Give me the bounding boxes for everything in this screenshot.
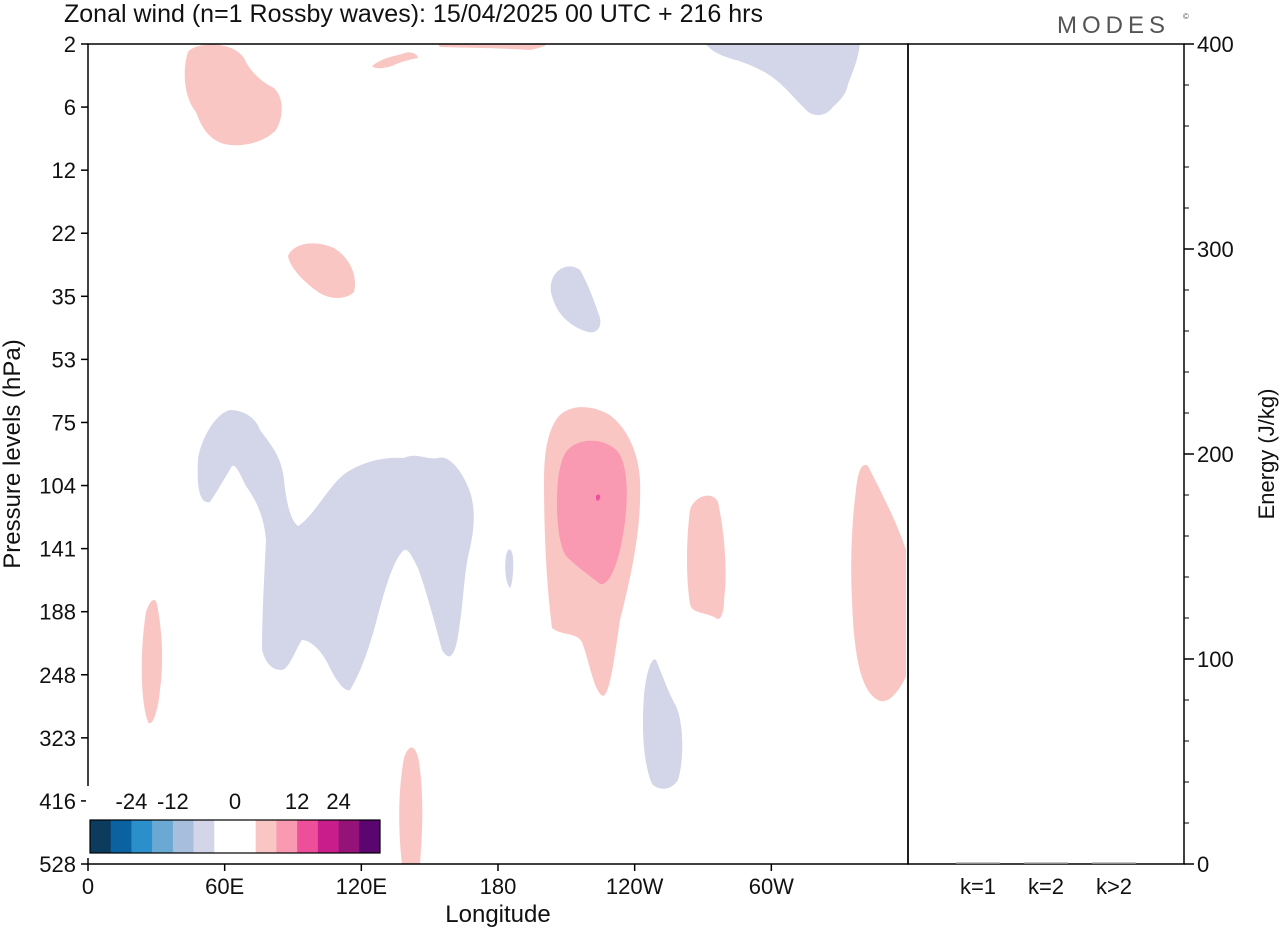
negative-region bbox=[550, 266, 601, 333]
positive-region bbox=[399, 747, 423, 864]
positive-region bbox=[438, 44, 546, 50]
colorbar-label: -12 bbox=[157, 789, 189, 814]
x-tick-label: 120E bbox=[336, 874, 387, 899]
y-axis-label: Pressure levels (hPa) bbox=[0, 339, 26, 568]
colorbar-swatch bbox=[338, 820, 360, 853]
y-tick-label: 53 bbox=[52, 347, 76, 372]
pressure-axis: 2 6 12 22 35 53 75 104 141 188 248 323 416 528 bbox=[39, 32, 88, 877]
positive-region bbox=[184, 44, 282, 146]
y-tick-label: 323 bbox=[39, 726, 76, 751]
y-tick-label: 416 bbox=[39, 789, 76, 814]
negative-region bbox=[197, 410, 474, 691]
colorbar-swatch bbox=[90, 820, 112, 853]
y-tick-label: 22 bbox=[52, 221, 76, 246]
colorbar-swatch bbox=[297, 820, 319, 853]
energy-axis: 0 100 200 300 400 bbox=[1184, 32, 1234, 877]
energy-bar bbox=[1024, 862, 1068, 864]
energy-tick-label: 400 bbox=[1197, 32, 1234, 57]
contour-plot bbox=[87, 43, 909, 865]
colorbar: -24 -12 0 12 24 bbox=[86, 786, 384, 858]
energy-tick-label: 0 bbox=[1197, 852, 1209, 877]
y-tick-label: 12 bbox=[52, 158, 76, 183]
x-tick-label: 60E bbox=[205, 874, 244, 899]
colorbar-swatch bbox=[110, 820, 132, 853]
colorbar-swatch bbox=[172, 820, 194, 853]
colorbar-swatch bbox=[317, 820, 339, 853]
colorbar-swatch bbox=[152, 820, 174, 853]
negative-region bbox=[505, 549, 514, 588]
positive-region bbox=[288, 243, 356, 298]
colorbar-label: 0 bbox=[229, 789, 241, 814]
energy-panel-frame bbox=[907, 43, 1185, 865]
energy-tick-label: 100 bbox=[1197, 647, 1234, 672]
x-tick-label: 60W bbox=[749, 874, 794, 899]
x-tick-label: 180 bbox=[480, 874, 517, 899]
y-tick-label: 188 bbox=[39, 600, 76, 625]
energy-bar bbox=[956, 862, 1000, 864]
y-tick-label: 141 bbox=[39, 537, 76, 562]
negative-region bbox=[642, 659, 683, 789]
energy-tick-label: 300 bbox=[1197, 237, 1234, 262]
x-axis-label: Longitude bbox=[445, 901, 550, 928]
positive-region bbox=[687, 495, 726, 620]
y-tick-label: 104 bbox=[39, 474, 76, 499]
brand-logo-text: MODES bbox=[1057, 12, 1170, 39]
chart-title: Zonal wind (n=1 Rossby waves): 15/04/202… bbox=[64, 0, 763, 28]
colorbar-label: 12 bbox=[285, 789, 309, 814]
colorbar-label: -24 bbox=[116, 789, 148, 814]
y-tick-label: 6 bbox=[64, 95, 76, 120]
energy-axis-label: Energy (J/kg) bbox=[1254, 389, 1279, 520]
colorbar-swatch bbox=[214, 820, 236, 853]
energy-category-label: k=1 bbox=[960, 874, 996, 899]
colorbar-swatch bbox=[193, 820, 215, 853]
energy-bars: k=1 k=2 k>2 bbox=[956, 862, 1136, 899]
colorbar-swatch bbox=[235, 820, 257, 853]
y-tick-label: 248 bbox=[39, 663, 76, 688]
x-tick-label: 120W bbox=[606, 874, 664, 899]
positive-region-strong bbox=[596, 494, 601, 501]
y-tick-label: 528 bbox=[39, 852, 76, 877]
positive-region bbox=[141, 599, 163, 724]
energy-category-label: k=2 bbox=[1028, 874, 1064, 899]
colorbar-frame bbox=[89, 819, 381, 854]
colorbar-swatch bbox=[131, 820, 153, 853]
negative-region bbox=[706, 44, 860, 116]
y-tick-label: 2 bbox=[64, 32, 76, 57]
colorbar-swatch bbox=[255, 820, 277, 853]
y-tick-label: 75 bbox=[52, 410, 76, 435]
energy-tick-label: 200 bbox=[1197, 442, 1234, 467]
longitude-axis: 0 60E 120E 180 120W 60W bbox=[82, 864, 794, 899]
positive-region-medium bbox=[556, 440, 627, 585]
x-tick-label: 0 bbox=[82, 874, 94, 899]
colorbar-swatch bbox=[276, 820, 298, 853]
energy-bar bbox=[1092, 862, 1136, 864]
positive-region bbox=[851, 465, 906, 702]
colorbar-swatch bbox=[359, 820, 381, 853]
energy-category-label: k>2 bbox=[1096, 874, 1132, 899]
colorbar-label: 24 bbox=[326, 789, 350, 814]
brand-copyright-mark: © bbox=[1183, 12, 1189, 21]
positive-region bbox=[372, 52, 418, 69]
y-tick-label: 35 bbox=[52, 284, 76, 309]
